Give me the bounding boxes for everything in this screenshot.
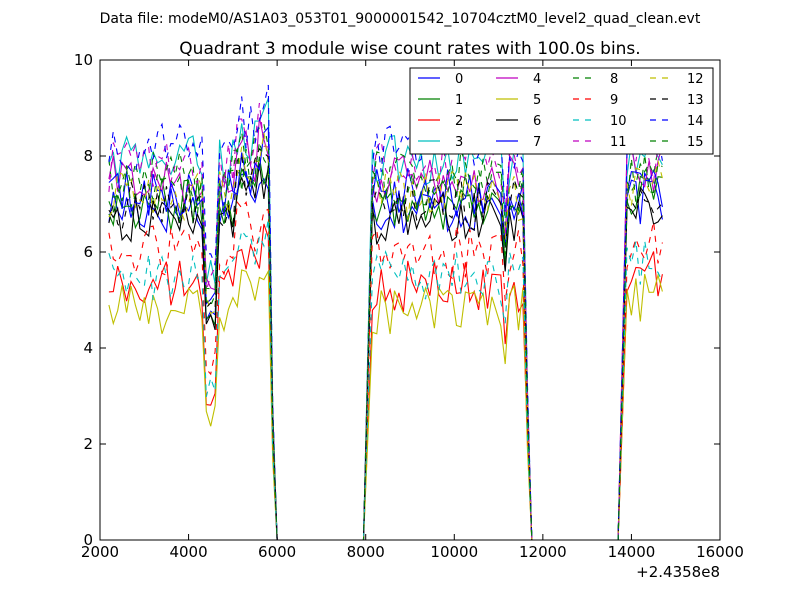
legend-label-9: 9	[610, 93, 618, 108]
series-line-0	[108, 170, 663, 541]
x-tick-label: 2000	[81, 543, 119, 561]
series-line-13	[108, 147, 663, 541]
legend-label-12: 12	[687, 72, 704, 87]
y-tick-label: 4	[83, 339, 93, 357]
series-layer	[108, 84, 663, 541]
figure-suptitle: Data file: modeM0/AS1A03_053T01_90000015…	[100, 11, 701, 27]
legend-label-10: 10	[610, 114, 627, 129]
y-tick-label: 2	[83, 435, 93, 453]
axis-ticks: 2000 4000 6000 8000 10000 12000 14000 16000 0 2 4 6…	[74, 51, 744, 561]
series-line-11	[108, 102, 663, 541]
series-line-14	[108, 84, 663, 541]
x-offset-label: +2.4358e8	[636, 563, 720, 581]
legend-label-1: 1	[455, 93, 463, 108]
legend-label-6: 6	[533, 114, 541, 129]
legend-label-15: 15	[687, 135, 704, 150]
legend-label-0: 0	[455, 72, 463, 87]
y-tick-label: 0	[83, 531, 93, 549]
x-tick-label: 16000	[696, 543, 744, 561]
y-tick-label: 6	[83, 243, 93, 261]
legend-label-13: 13	[687, 93, 704, 108]
series-line-9	[108, 200, 663, 541]
y-tick-label: 10	[74, 51, 93, 69]
legend-label-2: 2	[455, 114, 463, 129]
legend-box	[409, 67, 714, 155]
legend-label-3: 3	[455, 135, 463, 150]
legend-label-7: 7	[533, 135, 541, 150]
x-tick-label: 6000	[258, 543, 296, 561]
series-line-2	[108, 223, 663, 541]
series-line-8	[108, 122, 663, 541]
legend-label-11: 11	[610, 135, 627, 150]
legend-label-4: 4	[533, 72, 541, 87]
series-line-12	[108, 132, 663, 541]
y-tick-label: 8	[83, 147, 93, 165]
x-tick-label: 10000	[430, 543, 478, 561]
legend-label-14: 14	[687, 114, 704, 129]
legend-label-5: 5	[533, 93, 541, 108]
legend-label-8: 8	[610, 72, 618, 87]
chart-title: Quadrant 3 module wise count rates with …	[179, 39, 640, 59]
plot-frame	[99, 59, 721, 541]
x-tick-label: 14000	[608, 543, 656, 561]
series-line-6	[108, 163, 663, 541]
series-line-15	[108, 141, 663, 541]
series-line-5	[108, 269, 663, 541]
x-tick-label: 4000	[169, 543, 207, 561]
x-tick-label: 12000	[519, 543, 567, 561]
series-line-4	[108, 117, 663, 541]
x-tick-label: 8000	[347, 543, 385, 561]
series-line-10	[108, 218, 663, 541]
series-line-3	[108, 98, 663, 541]
